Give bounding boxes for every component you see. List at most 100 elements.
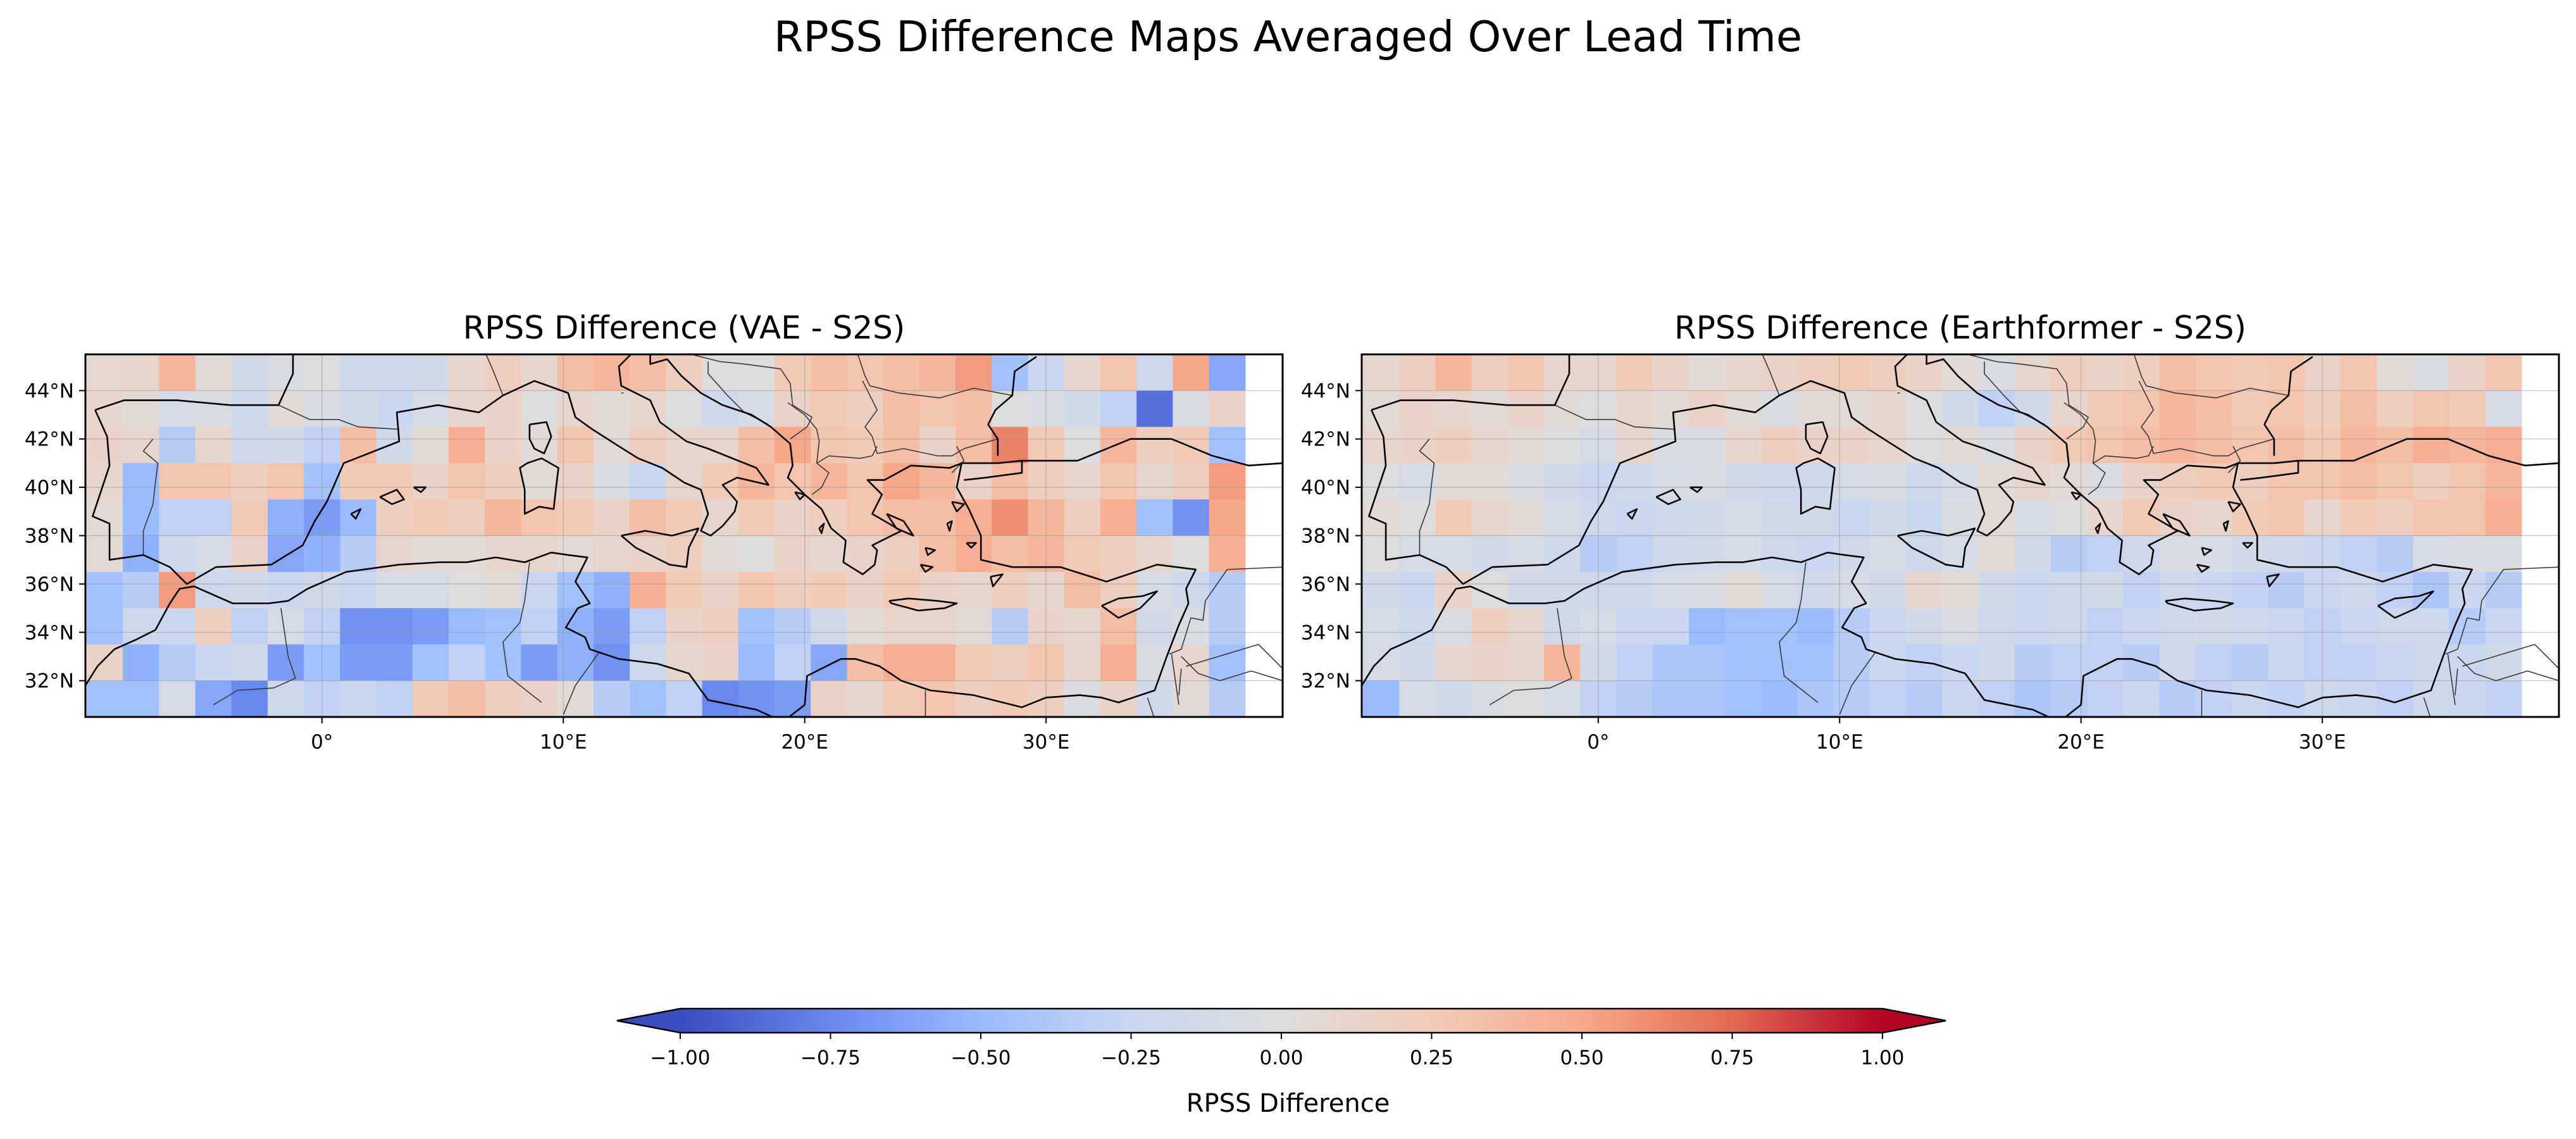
coastline (620, 527, 700, 568)
grid-cell (1064, 535, 1101, 573)
grid-cell (1870, 571, 1907, 609)
grid-cell (485, 390, 522, 428)
grid-cell (485, 463, 522, 500)
grid-cell (1906, 499, 1943, 537)
grid-cell (702, 354, 739, 391)
grid-cell (123, 644, 159, 682)
grid-cell (268, 644, 304, 682)
grid-cell (992, 499, 1029, 537)
x-tick-label: 10°E (1816, 731, 1864, 754)
grid-cell (2340, 390, 2377, 428)
border-line (1762, 354, 1780, 396)
y-tick-label: 34°N (1301, 621, 1350, 644)
grid-cell (521, 499, 558, 537)
grid-cell (811, 390, 848, 428)
grid-cell (2485, 463, 2522, 500)
coastline (2240, 461, 2299, 481)
border-line (502, 562, 542, 703)
grid-cell (1725, 680, 1762, 717)
grid-cell (811, 571, 848, 609)
grid-cell (630, 463, 666, 500)
border-line (790, 426, 807, 440)
grid-cell (1471, 680, 1509, 717)
grid-cell (2159, 571, 2196, 609)
grid-cell (919, 535, 956, 573)
grid-cell (1870, 499, 1907, 537)
border-line (2148, 436, 2275, 457)
grid-cell (449, 535, 485, 573)
grid-cell (1435, 426, 1472, 464)
grid-cell (123, 499, 159, 537)
grid-cell (485, 499, 522, 537)
grid-cell (2159, 644, 2196, 682)
grid-cell (775, 644, 811, 682)
grid-cell (1652, 608, 1689, 645)
grid-cell (86, 680, 123, 717)
x-tick-label: 20°E (781, 731, 828, 754)
grid-cell (2014, 535, 2051, 573)
grid-cell (1507, 390, 1545, 428)
grid-cell (1797, 571, 1834, 609)
grid-cell (919, 354, 956, 391)
grid-cell (1136, 608, 1173, 645)
grid-cell (1833, 463, 1870, 500)
grid-cell (1136, 680, 1173, 717)
grid-cell (1544, 535, 1581, 573)
grid-cell (2232, 463, 2268, 500)
longitude-tick-labels: 0° 10°E 20°E 30°E (311, 717, 1069, 754)
border-line (1984, 361, 2045, 425)
coastline (2196, 564, 2210, 573)
grid-cell (1616, 499, 1653, 537)
grid-cell (594, 499, 630, 537)
grid-cell (268, 499, 304, 537)
grid-cell (2340, 608, 2377, 645)
grid-cell (86, 499, 123, 537)
grid-cell (1507, 463, 1545, 500)
grid-cell (594, 608, 630, 645)
grid-cell (1471, 390, 1509, 428)
grid-cell (1942, 571, 1979, 609)
grid-cell (1870, 535, 1907, 573)
grid-cell (883, 571, 920, 609)
map-panel-vae: 44°N 42°N 40°N 38°N 36°N 34°N 32°N 0° 10°E 20°E 3… (25, 353, 1284, 754)
grid-cell (123, 680, 159, 717)
grid-cell (123, 571, 159, 609)
grid-cell (2232, 390, 2268, 428)
grid-cell (883, 426, 920, 464)
grid-cell (268, 680, 304, 717)
coastline (888, 597, 958, 612)
colorbar-tick-label: −0.75 (800, 1047, 861, 1069)
grid-cell (1688, 535, 1726, 573)
grid-cell (1725, 499, 1762, 537)
grid-cell (86, 354, 123, 391)
coastlines (1362, 354, 2559, 717)
grid-cell (2087, 644, 2124, 682)
grid-cell (1399, 426, 1436, 464)
grid-cell (955, 463, 992, 500)
grid-cell (1471, 608, 1509, 645)
grid-cell (1761, 463, 1798, 500)
grid-cell (1399, 680, 1436, 717)
grid-cell (883, 463, 920, 500)
grid-cell (2014, 499, 2051, 537)
grid-cell (1942, 354, 1979, 391)
grid-cell (1209, 499, 1246, 537)
grid-cell (2159, 463, 2196, 500)
coastline (413, 486, 427, 493)
grid-cell (557, 426, 594, 464)
grid-cell (195, 644, 232, 682)
coastline (85, 354, 1197, 717)
grid-cell (123, 608, 159, 645)
grid-cell (2340, 535, 2377, 573)
grid-cell (449, 644, 485, 682)
grid-cell (2485, 390, 2522, 428)
colorbar-over-arrow (1882, 1009, 1946, 1033)
border-line (1779, 562, 1819, 703)
grid-cell (1978, 499, 2015, 537)
colorbar-under-arrow (617, 1009, 680, 1033)
grid-cell (2159, 390, 2196, 428)
grid-cell (811, 426, 848, 464)
graticule-lines (85, 354, 1283, 717)
grid-cell (2014, 680, 2051, 717)
grid-cell (1064, 354, 1101, 391)
